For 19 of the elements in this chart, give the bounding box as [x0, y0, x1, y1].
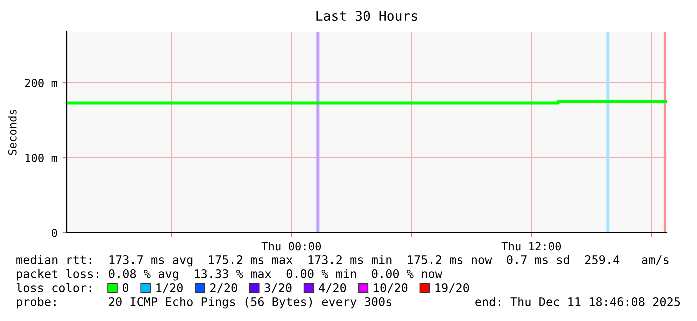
chart-title: Last 30 Hours — [316, 11, 418, 22]
legend-label: 10/20 — [374, 284, 408, 294]
y-tick-label: 100 m — [26, 154, 58, 162]
x-tick-label: Thu 00:00 — [262, 242, 322, 251]
text: end: Thu Dec 11 18:46:08 2025 — [476, 297, 680, 306]
text: median rtt: 173.7 ms avg 175.2 ms max 173.2 ms min 175.2 ms now 0.7 ms sd 259.4 am/s — [16, 255, 669, 267]
legend-label: 2/20 — [210, 284, 238, 294]
legend-label: 0 — [122, 284, 129, 292]
text: packet loss: 0.08 % avg 13.33 % max 0.00 % min 0.00 % now — [17, 269, 442, 281]
legend-label: 19/20 — [436, 284, 470, 294]
y-axis-title: Seconds — [8, 110, 17, 156]
x-tick-label: Thu 12:00 — [502, 242, 562, 251]
legend-label: 3/20 — [264, 284, 292, 294]
y-tick-label: 200 m — [25, 79, 58, 88]
y-tick-label: 0 — [52, 229, 58, 238]
legend-label: 4/20 — [319, 284, 346, 294]
legend-title: loss color: — [16, 283, 92, 292]
text: probe: 20 ICMP Echo Pings (56 Bytes) every 300s — [17, 297, 392, 309]
legend-label: 1/20 — [156, 284, 183, 294]
